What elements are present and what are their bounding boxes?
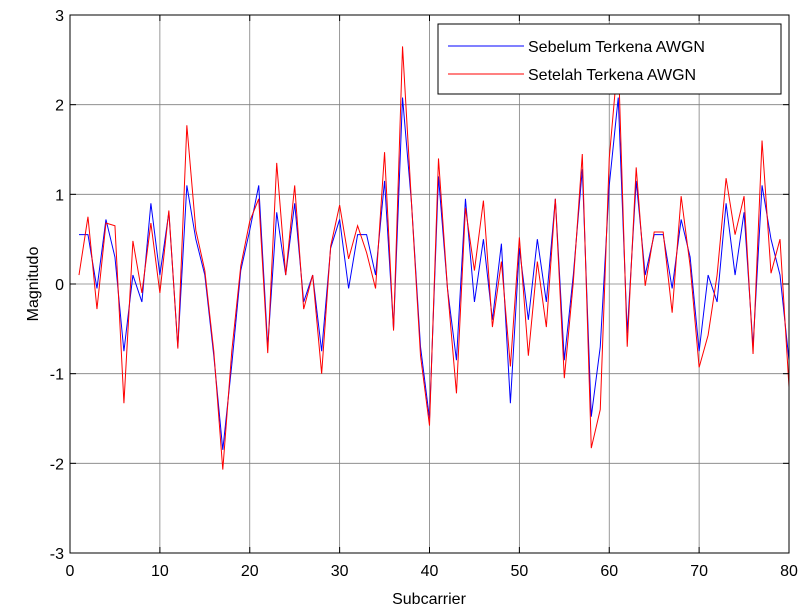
legend: Sebelum Terkena AWGN Setelah Terkena AWG…	[437, 23, 782, 95]
y-tick-label: 0	[55, 277, 64, 294]
x-tick-label: 10	[151, 563, 169, 580]
y-tick-label: 3	[55, 8, 64, 25]
y-tick-label: -2	[50, 456, 64, 473]
series-line-1	[78, 46, 789, 470]
grid-lines	[70, 15, 789, 553]
x-tick-label: 50	[510, 563, 528, 580]
x-tick-label: 20	[241, 563, 259, 580]
x-tick-label: 80	[780, 563, 798, 580]
x-tick-label: 60	[600, 563, 618, 580]
y-tick-label: -3	[50, 546, 64, 563]
y-tick-label: -1	[50, 367, 64, 384]
legend-label-setelah: Setelah Terkena AWGN	[528, 67, 696, 84]
y-tick-label: 2	[55, 98, 64, 115]
x-axis-label: Subcarrier	[392, 591, 466, 608]
x-tick-label: 30	[331, 563, 349, 580]
series-layer	[78, 46, 789, 470]
legend-box	[437, 23, 782, 95]
y-axis-label: Magnitudo	[25, 247, 42, 322]
legend-label-sebelum: Sebelum Terkena AWGN	[528, 39, 705, 56]
x-tick-label: 70	[690, 563, 708, 580]
x-tick-label: 40	[421, 563, 439, 580]
x-tick-label: 0	[66, 563, 75, 580]
y-tick-label: 1	[55, 187, 64, 204]
